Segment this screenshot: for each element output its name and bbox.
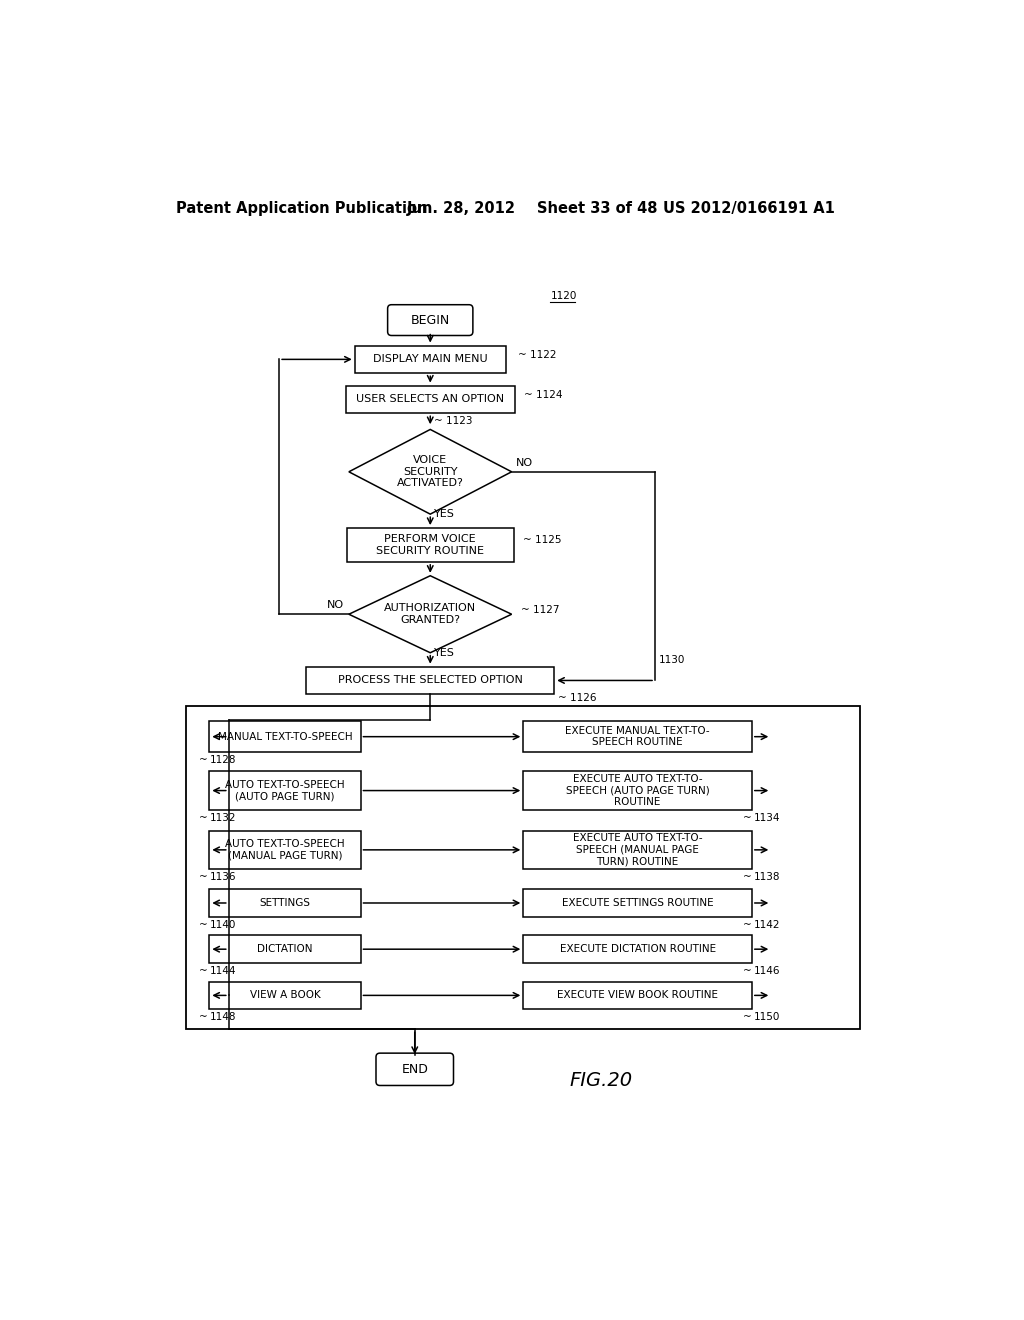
FancyBboxPatch shape (209, 890, 360, 917)
FancyBboxPatch shape (523, 890, 752, 917)
Text: ~: ~ (743, 966, 752, 975)
Text: ~: ~ (743, 1012, 752, 1022)
Text: ~: ~ (743, 813, 752, 822)
Text: 1128: 1128 (209, 755, 236, 766)
Text: MANUAL TEXT-TO-SPEECH: MANUAL TEXT-TO-SPEECH (218, 731, 352, 742)
Text: EXECUTE MANUAL TEXT-TO-
SPEECH ROUTINE: EXECUTE MANUAL TEXT-TO- SPEECH ROUTINE (565, 726, 710, 747)
FancyBboxPatch shape (306, 667, 554, 694)
Text: SETTINGS: SETTINGS (259, 898, 310, 908)
Text: ~ 1122: ~ 1122 (518, 350, 557, 360)
Text: BEGIN: BEGIN (411, 314, 450, 326)
Text: ~: ~ (743, 920, 752, 929)
Text: Jun. 28, 2012: Jun. 28, 2012 (407, 201, 516, 216)
Polygon shape (349, 576, 512, 653)
Text: EXECUTE VIEW BOOK ROUTINE: EXECUTE VIEW BOOK ROUTINE (557, 990, 718, 1001)
Text: EXECUTE DICTATION ROUTINE: EXECUTE DICTATION ROUTINE (559, 944, 716, 954)
Text: ~ 1125: ~ 1125 (523, 536, 561, 545)
Text: PROCESS THE SELECTED OPTION: PROCESS THE SELECTED OPTION (338, 676, 522, 685)
Text: 1144: 1144 (209, 966, 236, 975)
Text: 1142: 1142 (754, 920, 780, 929)
Text: END: END (401, 1063, 428, 1076)
Text: ~: ~ (199, 1012, 208, 1022)
FancyBboxPatch shape (209, 982, 360, 1010)
Text: US 2012/0166191 A1: US 2012/0166191 A1 (663, 201, 835, 216)
FancyBboxPatch shape (209, 936, 360, 964)
FancyBboxPatch shape (388, 305, 473, 335)
FancyBboxPatch shape (347, 528, 514, 562)
Text: NO: NO (328, 601, 344, 610)
Text: 1146: 1146 (754, 966, 780, 975)
Text: 1136: 1136 (209, 873, 236, 882)
Text: 1150: 1150 (754, 1012, 780, 1022)
Text: FIG.20: FIG.20 (569, 1072, 633, 1090)
FancyBboxPatch shape (523, 982, 752, 1010)
FancyBboxPatch shape (209, 721, 360, 752)
Text: 1130: 1130 (658, 656, 685, 665)
Text: ~: ~ (743, 873, 752, 882)
Text: 1120: 1120 (550, 290, 577, 301)
FancyBboxPatch shape (209, 771, 360, 810)
Text: ~: ~ (199, 813, 208, 822)
Text: Patent Application Publication: Patent Application Publication (176, 201, 428, 216)
Text: 1132: 1132 (209, 813, 236, 822)
Text: USER SELECTS AN OPTION: USER SELECTS AN OPTION (356, 395, 504, 404)
Text: AUTO TEXT-TO-SPEECH
(AUTO PAGE TURN): AUTO TEXT-TO-SPEECH (AUTO PAGE TURN) (225, 780, 345, 801)
Text: ~: ~ (199, 920, 208, 929)
Text: AUTO TEXT-TO-SPEECH
(MANUAL PAGE TURN): AUTO TEXT-TO-SPEECH (MANUAL PAGE TURN) (225, 840, 345, 861)
Text: EXECUTE AUTO TEXT-TO-
SPEECH (AUTO PAGE TURN)
ROUTINE: EXECUTE AUTO TEXT-TO- SPEECH (AUTO PAGE … (565, 774, 710, 807)
Text: Sheet 33 of 48: Sheet 33 of 48 (538, 201, 657, 216)
Text: ~ 1123: ~ 1123 (434, 416, 473, 426)
Text: ~: ~ (199, 755, 208, 766)
FancyBboxPatch shape (209, 830, 360, 869)
Text: EXECUTE AUTO TEXT-TO-
SPEECH (MANUAL PAGE
TURN) ROUTINE: EXECUTE AUTO TEXT-TO- SPEECH (MANUAL PAG… (572, 833, 702, 866)
FancyBboxPatch shape (354, 346, 506, 374)
Text: AUTHORIZATION
GRANTED?: AUTHORIZATION GRANTED? (384, 603, 476, 626)
Text: 1134: 1134 (754, 813, 780, 822)
Text: VIEW A BOOK: VIEW A BOOK (250, 990, 321, 1001)
Text: ~ 1126: ~ 1126 (558, 693, 597, 704)
Polygon shape (349, 429, 512, 515)
Text: ~ 1124: ~ 1124 (524, 389, 562, 400)
FancyBboxPatch shape (523, 721, 752, 752)
FancyBboxPatch shape (523, 830, 752, 869)
FancyBboxPatch shape (523, 936, 752, 964)
Text: DICTATION: DICTATION (257, 944, 312, 954)
Text: ~: ~ (199, 966, 208, 975)
FancyBboxPatch shape (186, 706, 860, 1030)
Text: ~: ~ (199, 873, 208, 882)
Text: NO: NO (515, 458, 532, 467)
Text: YES: YES (434, 510, 455, 519)
Text: ~ 1127: ~ 1127 (521, 605, 559, 615)
Text: 1138: 1138 (754, 873, 780, 882)
Text: VOICE
SECURITY
ACTIVATED?: VOICE SECURITY ACTIVATED? (397, 455, 464, 488)
Text: EXECUTE SETTINGS ROUTINE: EXECUTE SETTINGS ROUTINE (562, 898, 714, 908)
Text: 1140: 1140 (209, 920, 236, 929)
FancyBboxPatch shape (346, 385, 515, 413)
Text: 1148: 1148 (209, 1012, 236, 1022)
Text: DISPLAY MAIN MENU: DISPLAY MAIN MENU (373, 354, 487, 364)
FancyBboxPatch shape (376, 1053, 454, 1085)
Text: PERFORM VOICE
SECURITY ROUTINE: PERFORM VOICE SECURITY ROUTINE (376, 535, 484, 556)
FancyBboxPatch shape (523, 771, 752, 810)
Text: YES: YES (434, 648, 455, 657)
